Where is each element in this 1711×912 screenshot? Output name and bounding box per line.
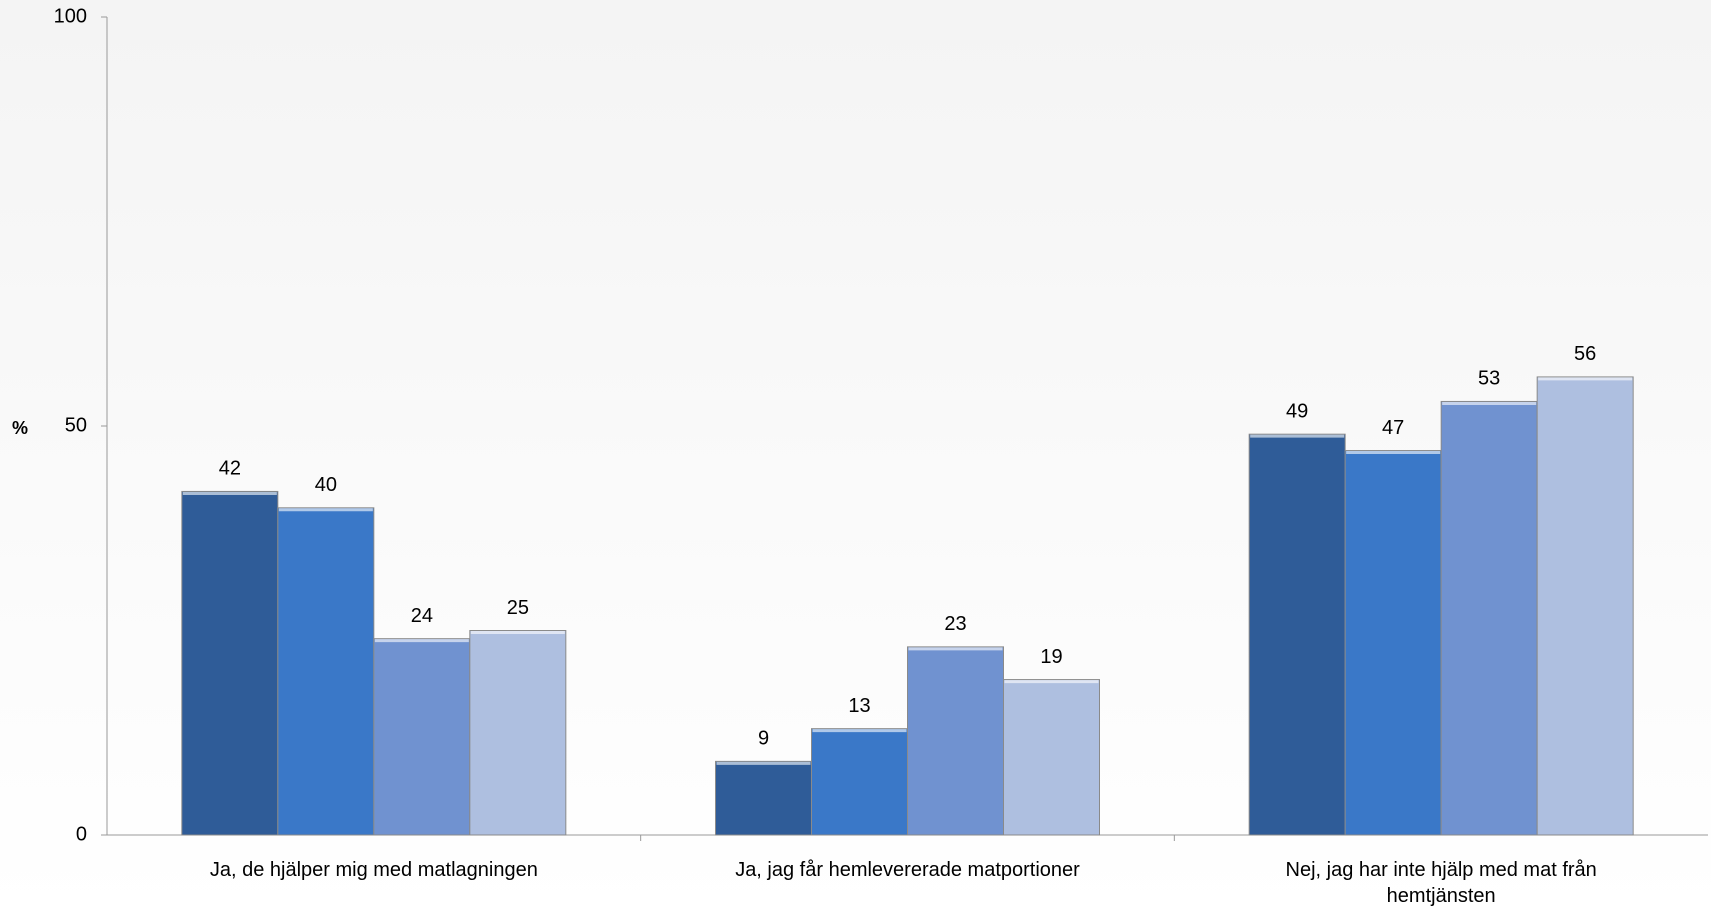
y-tick-label: 100 xyxy=(54,5,87,27)
y-tick-label: 0 xyxy=(76,823,87,845)
data-label: 56 xyxy=(1574,343,1596,365)
data-label: 25 xyxy=(507,597,529,619)
x-tick-label: Nej, jag har inte hjälp med mat från hem… xyxy=(1285,859,1597,907)
bar xyxy=(715,760,812,836)
y-tick-label: 50 xyxy=(65,414,87,436)
bar xyxy=(907,646,1004,836)
data-label: 49 xyxy=(1286,400,1308,422)
bar xyxy=(811,728,908,836)
data-label: 47 xyxy=(1382,417,1404,439)
bar xyxy=(1440,400,1538,836)
bar xyxy=(1344,450,1442,836)
bar xyxy=(277,507,375,836)
data-label: 13 xyxy=(848,695,870,717)
bar xyxy=(1248,433,1346,836)
data-label: 42 xyxy=(219,458,241,480)
bar xyxy=(1003,679,1100,836)
data-label: 24 xyxy=(411,605,433,627)
x-tick-label: Ja, de hjälper mig med matlagningen xyxy=(209,859,538,881)
data-label: 53 xyxy=(1478,368,1500,390)
data-label: 9 xyxy=(758,728,769,750)
bar xyxy=(181,490,279,836)
data-label: 19 xyxy=(1040,646,1062,668)
bar xyxy=(1536,376,1634,836)
bar xyxy=(373,638,471,836)
data-label: 23 xyxy=(944,613,966,635)
data-label: 40 xyxy=(315,474,337,496)
x-tick-label: Ja, jag får hemlevererade matportioner xyxy=(735,859,1080,881)
bar xyxy=(469,630,567,836)
y-axis-label: % xyxy=(12,418,28,438)
